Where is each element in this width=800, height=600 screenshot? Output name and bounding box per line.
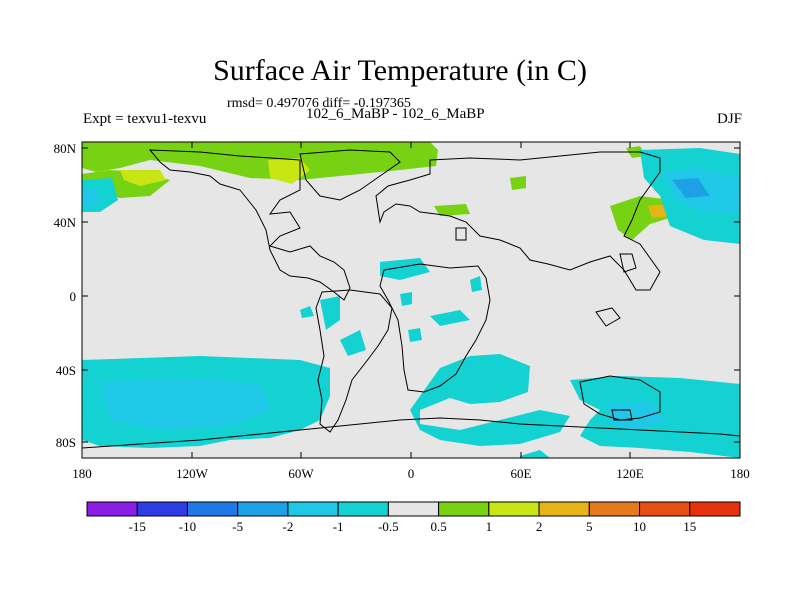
y-tick-label: 80S	[56, 435, 76, 450]
x-tick-label: 120E	[616, 466, 644, 481]
y-tick-label: 40S	[56, 363, 76, 378]
colorbar-swatch	[689, 501, 741, 517]
season-label: DJF	[716, 111, 742, 127]
x-tick-label: 180	[72, 466, 92, 481]
colorbar-swatch	[86, 501, 138, 517]
colorbar-swatch	[337, 501, 389, 517]
colorbar-swatch	[538, 501, 590, 517]
y-tick-label: 0	[70, 289, 77, 304]
x-tick-label: 0	[408, 466, 415, 481]
colorbar-label: 1	[486, 519, 493, 534]
colorbar-label: 5	[586, 519, 593, 534]
x-tick-label: 120W	[176, 466, 209, 481]
colorbar-label: 2	[536, 519, 543, 534]
colorbar-label: 10	[633, 519, 646, 534]
island-outline	[611, 409, 633, 421]
colorbar-label: -1	[333, 519, 344, 534]
colorbar-swatch	[639, 501, 691, 517]
experiment-label: Expt = texvu1-texvu	[83, 111, 207, 127]
colorbar-swatch	[237, 501, 289, 517]
y-tick-label: 40N	[54, 215, 77, 230]
colorbar-label: 15	[683, 519, 696, 534]
colorbar-label: -2	[283, 519, 294, 534]
colorbar: -15 -10 -5 -2 -1 -0.5 0.5 1 2 5 10 15	[86, 501, 741, 534]
stats-text: rmsd= 0.497076 diff= -0.197365	[227, 96, 411, 111]
north-america-outline	[148, 149, 351, 301]
island-outline	[455, 227, 467, 241]
island-outline	[595, 307, 621, 327]
greenland-outline	[299, 149, 401, 201]
australia-outline	[579, 375, 661, 421]
colorbar-label: -15	[129, 519, 146, 534]
x-tick-label: 180	[730, 466, 750, 481]
colorbar-label: -5	[232, 519, 243, 534]
colorbar-swatch	[136, 501, 188, 517]
colorbar-label: -0.5	[378, 519, 399, 534]
colorbar-swatch	[387, 501, 440, 517]
antarctica-outline	[81, 417, 741, 449]
south-america-outline	[315, 289, 393, 433]
map-title: Surface Air Temperature (in C)	[213, 54, 587, 87]
colorbar-swatch	[287, 501, 339, 517]
y-tick-label: 80N	[54, 141, 77, 156]
continent-outlines	[81, 149, 741, 449]
colorbar-swatch	[488, 501, 540, 517]
colorbar-swatch	[186, 501, 239, 517]
africa-outline	[379, 263, 491, 393]
colorbar-swatch	[438, 501, 490, 517]
x-tick-label: 60W	[288, 466, 314, 481]
x-tick-label: 60E	[511, 466, 532, 481]
eurasia-outline	[375, 151, 661, 291]
positive-anomaly-patches	[82, 142, 676, 240]
island-outline	[619, 253, 637, 273]
difference-label: 102_6_MaBP - 102_6_MaBP	[306, 106, 485, 122]
map-ticks	[81, 142, 741, 458]
colorbar-swatch	[588, 501, 641, 517]
colorbar-label: -10	[179, 519, 196, 534]
negative-anomaly-patches	[82, 148, 740, 458]
colorbar-label: 0.5	[430, 519, 446, 534]
